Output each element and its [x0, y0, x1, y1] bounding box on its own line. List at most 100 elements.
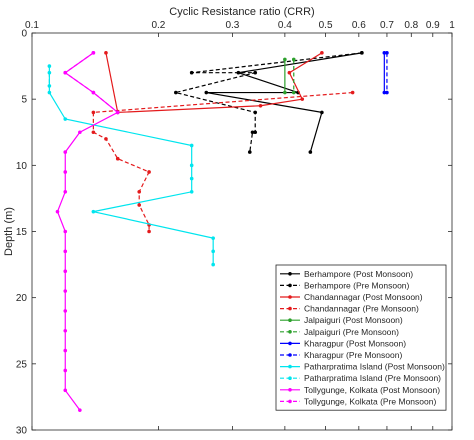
data-point [189, 190, 194, 194]
series-7 [385, 51, 389, 95]
legend-marker [288, 353, 292, 357]
series-line [64, 52, 119, 113]
data-point [63, 368, 68, 373]
legend-label: Kharagpur (Post Monsoon) [304, 338, 406, 348]
legend-marker [288, 341, 292, 346]
legend-label: Chandannagar (Pre Monsoon) [304, 304, 419, 314]
legend-marker [288, 318, 292, 323]
data-point [115, 156, 120, 161]
data-point [63, 309, 68, 313]
data-point [91, 209, 96, 214]
data-point [291, 57, 296, 62]
legend-label: Jalpaiguri (Pre Monsoon) [304, 327, 399, 337]
legend-item: Tollygunge, Kolkata (Post Monsoon) [280, 385, 440, 395]
data-point [308, 150, 313, 154]
data-point [47, 90, 52, 95]
x-tick-label: 0.3 [225, 20, 239, 31]
series-line [105, 52, 323, 114]
series-11 [63, 51, 120, 115]
legend-marker [288, 306, 292, 311]
series-8 [47, 64, 215, 267]
legend-label: Berhampore (Post Monsoon) [304, 269, 413, 279]
x-tick-label: 0.1 [25, 20, 39, 31]
data-point [63, 170, 68, 174]
data-point [147, 170, 151, 174]
data-point [47, 84, 52, 88]
data-point [63, 289, 68, 293]
x-axis-label: Cyclic Resistance ratio (CRR) [169, 6, 314, 18]
data-point [320, 110, 324, 115]
data-point [382, 51, 387, 55]
legend-marker [288, 330, 292, 334]
data-point [63, 388, 68, 393]
data-point [91, 90, 96, 95]
data-point [253, 110, 258, 115]
data-point [47, 70, 52, 75]
x-tick-label: 0.8 [404, 20, 418, 31]
data-point [189, 143, 194, 148]
data-point [91, 130, 96, 135]
data-point [385, 51, 389, 55]
data-point [91, 110, 96, 115]
data-point [55, 209, 60, 214]
legend-item: Berhampore (Pre Monsoon) [280, 280, 410, 290]
legend-item: Patharpratima Island (Post Monsoon) [280, 362, 445, 372]
legend-label: Patharpratima Island (Pre Monsoon) [304, 373, 441, 383]
legend-label: Tollygunge, Kolkata (Pre Monsoon) [304, 396, 436, 406]
legend-item: Chandannagar (Pre Monsoon) [280, 304, 419, 314]
data-point [147, 229, 151, 234]
legend-marker [288, 364, 292, 369]
data-point [63, 269, 68, 274]
x-tick-label: 1 [449, 20, 455, 31]
data-point [250, 130, 255, 135]
legend-item: Kharagpur (Post Monsoon) [280, 338, 406, 348]
legend: Berhampore (Post Monsoon)Berhampore (Pre… [275, 264, 447, 411]
legend-label: Chandannagar (Post Monsoon) [304, 292, 423, 302]
legend-label: Kharagpur (Pre Monsoon) [304, 350, 402, 360]
legend-item: Jalpaiguri (Post Monsoon) [280, 315, 403, 325]
data-point [385, 90, 389, 95]
data-point [253, 70, 258, 75]
data-point [258, 103, 263, 108]
data-point [104, 137, 108, 141]
data-point [283, 57, 287, 62]
data-point [104, 51, 108, 55]
data-point [247, 150, 252, 154]
series-layer [47, 51, 389, 412]
data-point [63, 249, 68, 254]
x-tick-label: 0.6 [352, 20, 366, 31]
legend-marker [288, 295, 292, 299]
data-point [91, 51, 96, 55]
y-tick-label: 25 [16, 359, 28, 370]
legend-item: Berhampore (Post Monsoon) [280, 269, 413, 279]
data-point [78, 408, 82, 412]
y-tick-label: 10 [16, 161, 28, 172]
x-tick-label: 0.9 [426, 20, 440, 31]
data-point [63, 117, 68, 121]
data-point [211, 262, 215, 267]
legend-marker [288, 376, 292, 381]
legend-box [275, 264, 447, 411]
legend-item: Tollygunge, Kolkata (Pre Monsoon) [280, 396, 436, 406]
data-point [63, 150, 68, 154]
series-9 [47, 70, 52, 88]
data-point [360, 51, 364, 55]
series-4 [283, 57, 287, 95]
series-3 [91, 90, 355, 234]
data-point [189, 70, 194, 75]
legend-label: Berhampore (Pre Monsoon) [304, 280, 410, 290]
legend-label: Patharpratima Island (Post Monsoon) [304, 362, 445, 372]
data-point [204, 90, 209, 95]
legend-item: Kharagpur (Pre Monsoon) [280, 350, 402, 360]
data-point [287, 70, 292, 75]
series-5 [291, 57, 296, 95]
series-6 [382, 51, 387, 95]
data-point [283, 90, 287, 95]
data-point [115, 110, 120, 115]
data-point [211, 236, 215, 240]
y-axis-ticks: 0 5 10 15 20 25 30 [16, 29, 452, 437]
x-tick-label: 0.5 [319, 20, 333, 31]
data-point [63, 348, 68, 353]
data-point [63, 229, 68, 234]
x-tick-label: 0.4 [278, 20, 292, 31]
